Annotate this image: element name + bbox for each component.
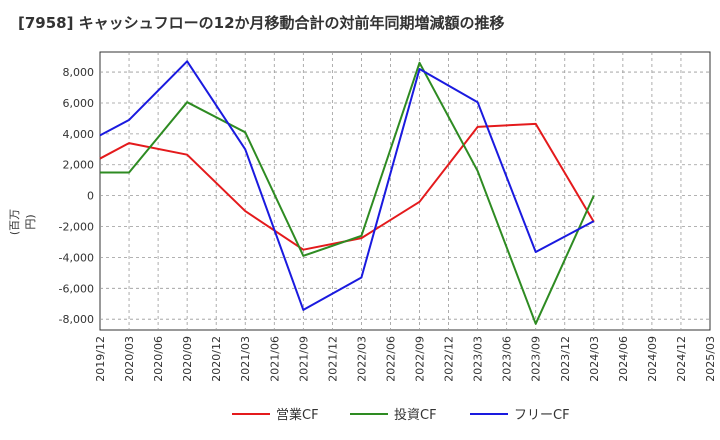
y-tick-label: 4,000 xyxy=(63,128,95,141)
x-tick-label: 2021/03 xyxy=(239,336,252,382)
x-tick-label: 2020/12 xyxy=(210,336,223,382)
x-tick-label: 2020/06 xyxy=(152,336,165,382)
x-tick-label: 2019/12 xyxy=(94,336,107,382)
x-tick-label: 2021/09 xyxy=(297,336,310,382)
x-tick-label: 2022/03 xyxy=(355,336,368,382)
x-tick-label: 2023/12 xyxy=(559,336,572,382)
y-tick-label: -4,000 xyxy=(59,251,94,264)
legend-label: フリーCF xyxy=(514,408,570,423)
x-tick-label: 2022/06 xyxy=(384,336,397,382)
y-tick-label: 6,000 xyxy=(63,97,95,110)
x-tick-label: 2021/12 xyxy=(326,336,339,382)
y-tick-label: 2,000 xyxy=(63,159,95,172)
y-tick-label: -2,000 xyxy=(59,221,94,234)
y-tick-label: 0 xyxy=(87,190,94,203)
x-tick-label: 2024/03 xyxy=(588,336,601,382)
plot-area xyxy=(99,51,711,331)
x-tick-label: 2024/12 xyxy=(675,336,688,382)
y-tick-label: -6,000 xyxy=(59,282,94,295)
chart-title: [7958] キャッシュフローの12か月移動合計の対前年同期増減額の推移 xyxy=(18,14,505,32)
series-line-投資CF xyxy=(100,61,595,325)
legend-label: 投資CF xyxy=(394,407,437,423)
x-tick-label: 2020/09 xyxy=(181,336,194,382)
series-line-フリーCF xyxy=(99,60,595,311)
y-tick-label: 8,000 xyxy=(63,66,95,79)
series-line-営業CF xyxy=(99,122,595,251)
x-tick-label: 2023/03 xyxy=(472,336,485,382)
x-tick-label: 2022/09 xyxy=(414,336,427,382)
x-tick-label: 2021/06 xyxy=(268,336,281,382)
y-tick-label: -8,000 xyxy=(59,313,94,326)
x-tick-label: 2023/09 xyxy=(530,336,543,382)
x-tick-label: 2024/06 xyxy=(617,336,630,382)
x-tick-label: 2023/06 xyxy=(501,336,514,382)
x-tick-label: 2024/09 xyxy=(646,336,659,382)
x-tick-label: 2025/03 xyxy=(704,336,717,382)
x-tick-label: 2020/03 xyxy=(123,336,136,382)
legend-label: 営業CF xyxy=(276,407,319,423)
x-tick-label: 2022/12 xyxy=(443,336,456,382)
